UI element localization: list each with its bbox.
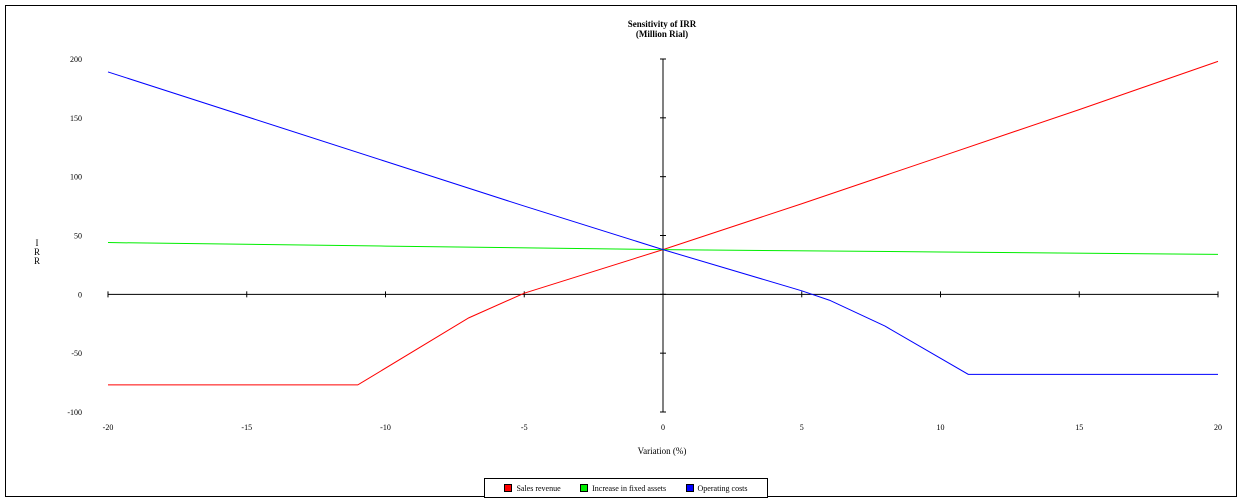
legend-label: Increase in fixed assets xyxy=(592,483,667,493)
y-tick-label: 0 xyxy=(78,290,82,299)
legend-item: Sales revenue xyxy=(504,483,561,493)
legend-item: Increase in fixed assets xyxy=(580,484,666,493)
x-tick-label: -5 xyxy=(521,423,528,432)
x-tick-label: 20 xyxy=(1214,423,1222,432)
y-tick-label: 100 xyxy=(70,173,82,182)
legend-swatch xyxy=(685,484,694,492)
y-axis-label-letter: R xyxy=(34,256,40,266)
chart-title: Sensitivity of IRR xyxy=(628,19,697,29)
legend-swatch xyxy=(504,484,513,492)
legend-swatch xyxy=(580,484,589,492)
y-axis-label: IRR xyxy=(34,238,40,266)
y-axis-label-letter: I xyxy=(36,238,39,248)
y-tick-label: -50 xyxy=(71,349,82,358)
y-axis-label-letter: R xyxy=(34,247,40,257)
x-tick-label: -15 xyxy=(241,423,252,432)
series-line-operating-costs xyxy=(107,71,1218,375)
legend: Sales revenue Increase in fixed assets Ope… xyxy=(484,478,768,498)
x-tick-label: -20 xyxy=(103,423,114,432)
y-tick-label: 200 xyxy=(70,55,82,64)
x-tick-label: 5 xyxy=(800,423,804,432)
x-tick-label: -10 xyxy=(380,423,391,432)
legend-label: Operating costs xyxy=(697,483,748,493)
chart-subtitle: (Million Rial) xyxy=(636,29,688,39)
legend-label: Sales revenue xyxy=(516,483,561,493)
legend-item: Operating costs xyxy=(685,483,748,493)
series-group xyxy=(107,60,1219,386)
x-tick-label: 15 xyxy=(1075,423,1083,432)
y-tick-label: -100 xyxy=(67,408,82,417)
x-tick-label: 0 xyxy=(661,423,665,432)
y-tick-label: 150 xyxy=(70,114,82,123)
y-tick-label: 50 xyxy=(74,232,82,241)
x-axis-label: Variation (%) xyxy=(638,446,687,456)
x-tick-label: 10 xyxy=(937,423,945,432)
chart-svg: Sensitivity of IRR (Million Rial) IRR Va… xyxy=(34,19,1222,456)
